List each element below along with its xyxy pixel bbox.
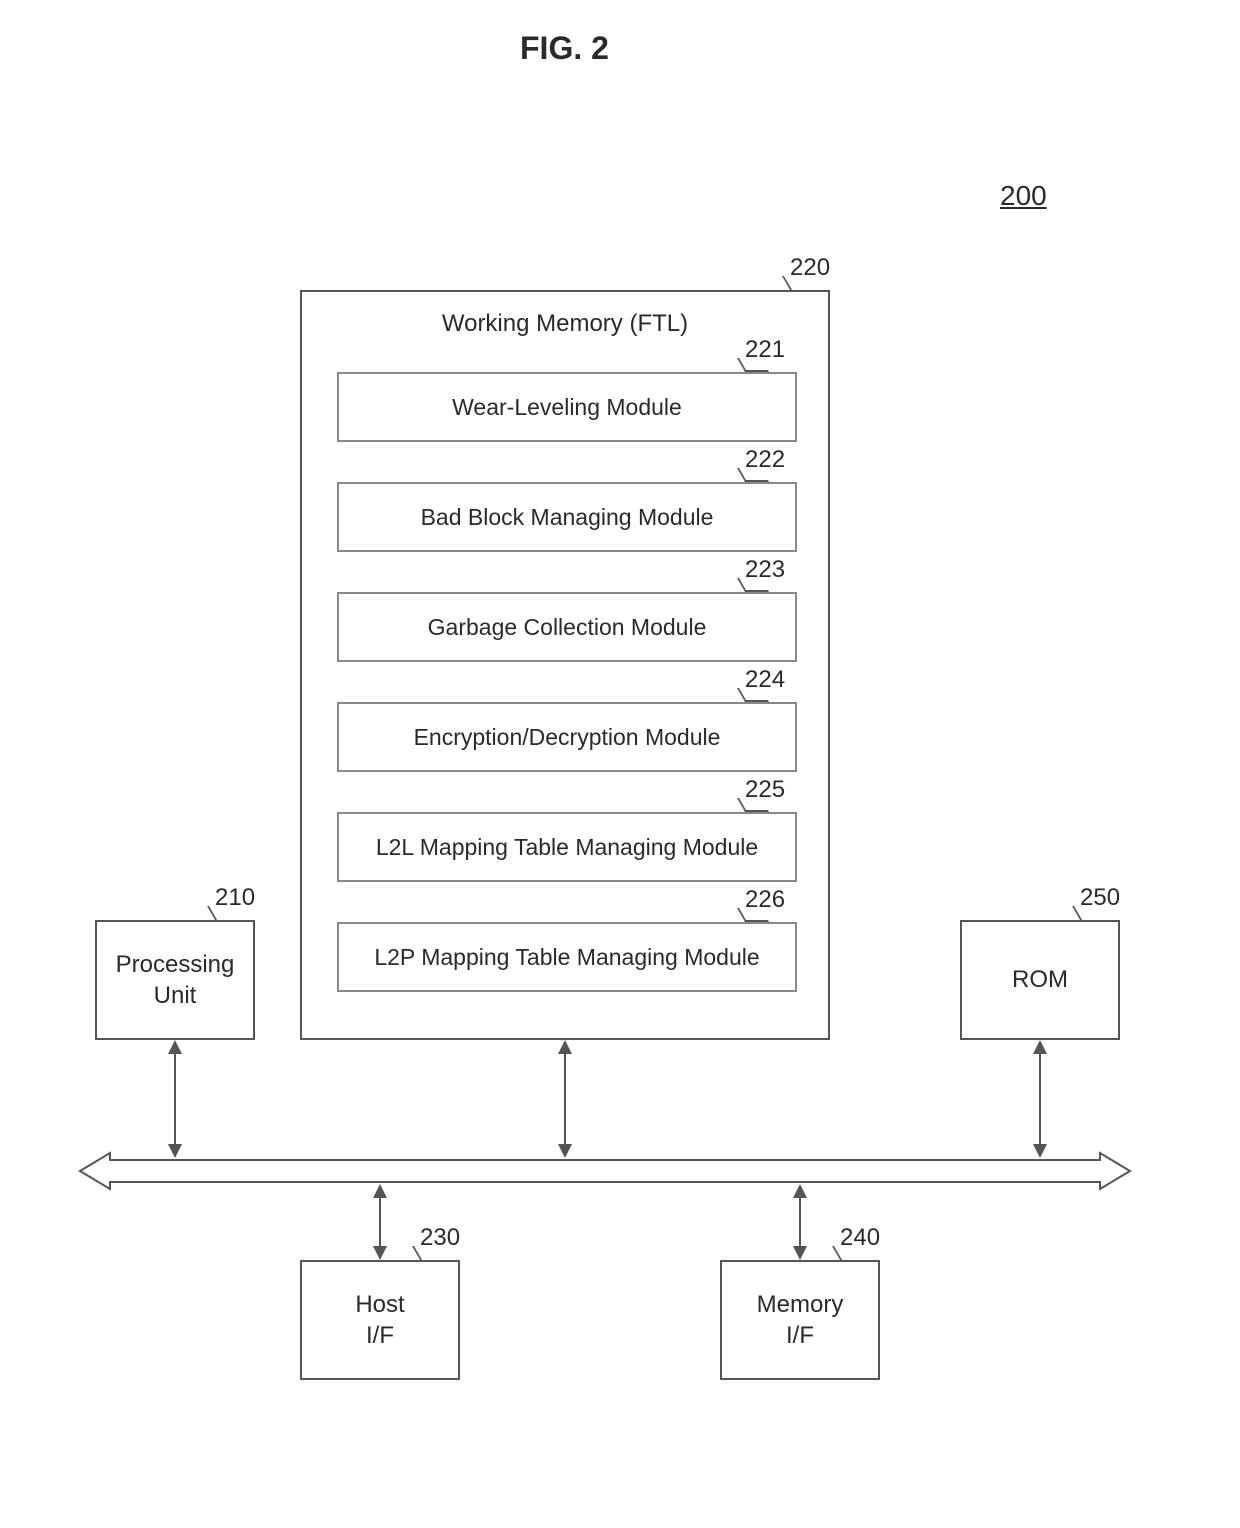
module-box: L2P Mapping Table Managing Module <box>337 922 797 992</box>
working-memory-title: Working Memory (FTL) <box>302 310 828 338</box>
module-box: Encryption/Decryption Module <box>337 702 797 772</box>
memory-if-box: Memory I/F <box>720 1260 880 1380</box>
figure-title: FIG. 2 <box>520 30 609 67</box>
module-box: Bad Block Managing Module <box>337 482 797 552</box>
host-if-box: Host I/F <box>300 1260 460 1380</box>
processing-unit-box: Processing Unit <box>95 920 255 1040</box>
module-box: L2L Mapping Table Managing Module <box>337 812 797 882</box>
module-box: Wear-Leveling Module <box>337 372 797 442</box>
figure-reference-number: 200 <box>1000 180 1047 212</box>
working-memory-box: Working Memory (FTL) Wear-Leveling Module… <box>300 290 830 1040</box>
module-box: Garbage Collection Module <box>337 592 797 662</box>
rom-box: ROM <box>960 920 1120 1040</box>
